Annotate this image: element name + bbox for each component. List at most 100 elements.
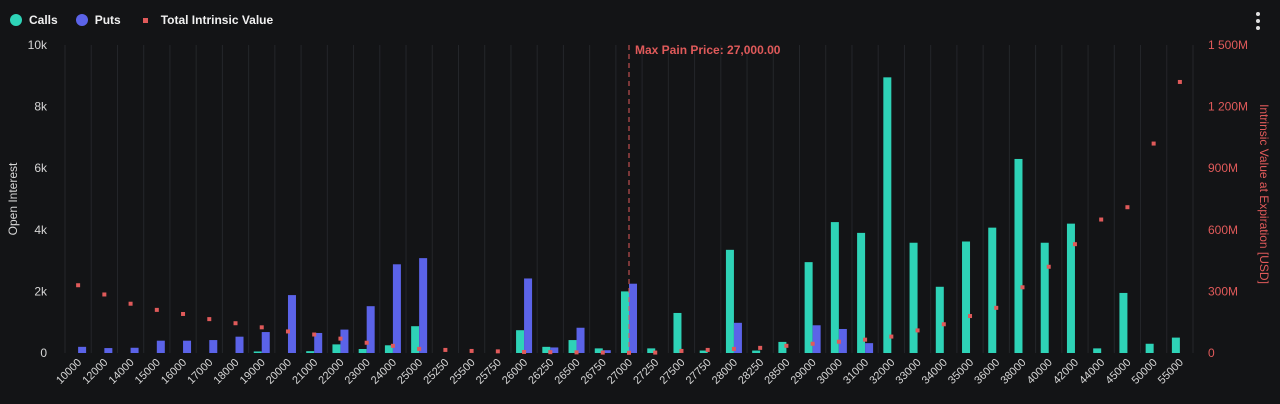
x-tick-label: 27750 bbox=[684, 357, 714, 387]
menu-dot bbox=[1256, 19, 1260, 23]
y2-axis-label: Intrinsic Value at Expiration [USD] bbox=[1257, 104, 1271, 284]
calls-bar bbox=[568, 340, 577, 353]
x-tick-label: 12000 bbox=[80, 357, 110, 387]
tiv-point bbox=[154, 307, 159, 312]
x-tick-label: 36000 bbox=[972, 357, 1002, 387]
calls-bar bbox=[725, 249, 734, 353]
x-tick-label: 25500 bbox=[448, 357, 478, 387]
x-tick-label: 24000 bbox=[369, 357, 399, 387]
calls-bar bbox=[1171, 337, 1180, 353]
tiv-point bbox=[469, 348, 474, 353]
puts-bar bbox=[104, 348, 113, 353]
puts-bar bbox=[130, 347, 139, 353]
calls-bar bbox=[962, 241, 971, 353]
y-axis-label: Open Interest bbox=[6, 162, 20, 235]
tiv-point bbox=[731, 346, 736, 351]
tiv-point bbox=[417, 346, 422, 351]
tiv-point bbox=[1072, 242, 1077, 247]
puts-bar bbox=[183, 340, 192, 353]
x-tick-label: 40000 bbox=[1025, 357, 1055, 387]
calls-bar bbox=[857, 232, 866, 353]
x-tick-label: 26250 bbox=[526, 357, 556, 387]
x-tick-label: 19000 bbox=[238, 357, 268, 387]
tiv-point bbox=[128, 301, 133, 306]
puts-bar bbox=[314, 332, 323, 353]
legend-puts-label: Puts bbox=[94, 13, 121, 27]
legend-item-calls[interactable]: Calls bbox=[10, 13, 58, 27]
x-tick-label: 35000 bbox=[946, 357, 976, 387]
x-tick-label: 25250 bbox=[421, 357, 451, 387]
calls-bar bbox=[332, 344, 341, 353]
x-tick-label: 31000 bbox=[841, 357, 871, 387]
puts-bar bbox=[235, 336, 244, 353]
puts-bar bbox=[576, 327, 585, 353]
x-tick-label: 25750 bbox=[474, 357, 504, 387]
tiv-point bbox=[836, 339, 841, 344]
y2-tick-label: 1 200M bbox=[1208, 100, 1248, 114]
legend-tiv-label: Total Intrinsic Value bbox=[160, 13, 274, 27]
x-tick-label: 33000 bbox=[894, 357, 924, 387]
legend-item-tiv[interactable]: Total Intrinsic Value bbox=[139, 13, 273, 27]
x-tick-label: 28250 bbox=[736, 357, 766, 387]
tiv-point bbox=[600, 350, 605, 355]
tiv-point bbox=[889, 334, 894, 339]
x-tick-label: 16000 bbox=[159, 357, 189, 387]
calls-bar bbox=[358, 348, 367, 353]
tiv-point bbox=[390, 343, 395, 348]
puts-bar bbox=[261, 332, 270, 353]
tiv-point bbox=[207, 317, 212, 322]
x-tick-label: 45000 bbox=[1103, 357, 1133, 387]
x-tick-label: 32000 bbox=[867, 357, 897, 387]
x-tick-label: 20000 bbox=[264, 357, 294, 387]
x-tick-label: 22000 bbox=[316, 357, 346, 387]
y-tick-label: 2k bbox=[34, 284, 48, 298]
tiv-point bbox=[941, 322, 946, 327]
tiv-point bbox=[758, 345, 763, 350]
y-tick-label: 6k bbox=[34, 161, 48, 175]
puts-bar bbox=[419, 258, 428, 353]
calls-bar bbox=[621, 291, 629, 353]
tiv-point bbox=[443, 347, 448, 352]
puts-bar bbox=[838, 328, 847, 353]
calls-bar bbox=[516, 330, 525, 353]
tiv-point bbox=[1151, 141, 1156, 146]
tiv-point bbox=[76, 283, 81, 288]
x-tick-label: 50000 bbox=[1130, 357, 1160, 387]
puts-bar bbox=[602, 350, 611, 353]
puts-swatch-icon bbox=[75, 14, 88, 26]
x-tick-label: 27500 bbox=[657, 357, 687, 387]
tiv-swatch-icon bbox=[142, 17, 148, 23]
tiv-point bbox=[522, 349, 527, 354]
y2-tick-label: 1 500M bbox=[1208, 38, 1248, 52]
calls-bar bbox=[1119, 292, 1128, 353]
calls-bar bbox=[909, 242, 918, 353]
calls-bar bbox=[647, 348, 656, 353]
y2-tick-label: 300M bbox=[1208, 284, 1238, 298]
calls-bar bbox=[1040, 242, 1049, 353]
calls-bar bbox=[1145, 343, 1154, 353]
y2-tick-label: 0 bbox=[1208, 346, 1215, 360]
tiv-point bbox=[915, 328, 920, 333]
x-tick-label: 38000 bbox=[998, 357, 1028, 387]
tiv-point bbox=[1125, 205, 1130, 210]
max-pain-label: Max Pain Price: 27,000.00 bbox=[635, 43, 781, 57]
calls-swatch-icon bbox=[10, 14, 22, 26]
x-tick-label: 28500 bbox=[762, 357, 792, 387]
x-tick-label: 10000 bbox=[54, 357, 84, 387]
x-tick-label: 29000 bbox=[789, 357, 819, 387]
calls-bar bbox=[804, 262, 813, 353]
x-tick-label: 26000 bbox=[500, 357, 530, 387]
y2-tick-label: 900M bbox=[1208, 161, 1238, 175]
more-vertical-icon[interactable] bbox=[1250, 10, 1266, 32]
tiv-point bbox=[312, 332, 317, 337]
tiv-point bbox=[863, 337, 868, 342]
tiv-point bbox=[102, 292, 107, 297]
tiv-point bbox=[679, 348, 684, 353]
calls-bar bbox=[1014, 158, 1023, 353]
tiv-point bbox=[285, 329, 290, 334]
puts-bar bbox=[340, 329, 349, 353]
y-tick-label: 10k bbox=[28, 38, 48, 52]
y2-tick-label: 600M bbox=[1208, 223, 1238, 237]
legend-item-puts[interactable]: Puts bbox=[75, 13, 121, 27]
tiv-point bbox=[338, 336, 343, 341]
